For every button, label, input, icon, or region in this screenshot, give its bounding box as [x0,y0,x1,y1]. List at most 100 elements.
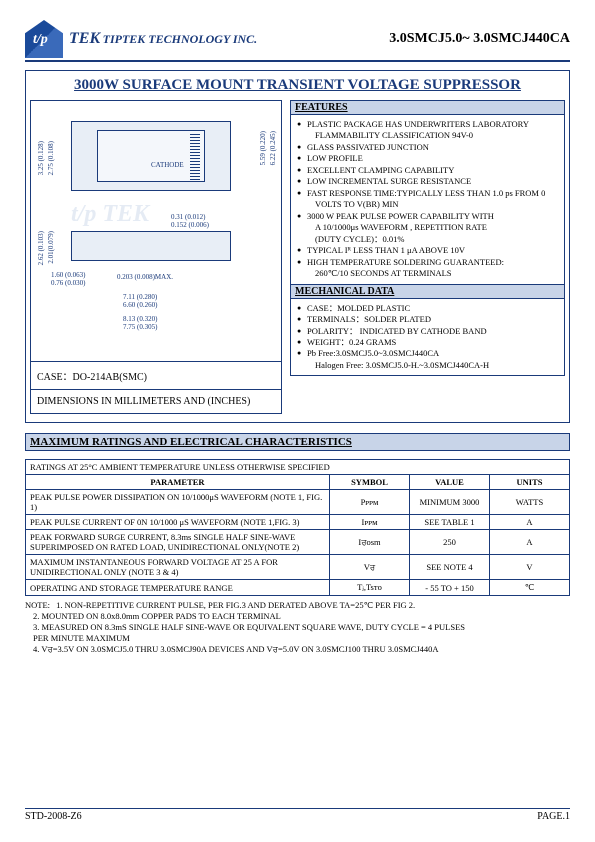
dim-w2b: 7.75 (0.305) [123,323,157,331]
cell-units: A [490,530,570,555]
col-parameter: PARAMETER [26,475,330,490]
cell-value: - 55 TO + 150 [410,580,490,596]
cell-value: SEE NOTE 4 [410,555,490,580]
cell-value: MINIMUM 3000 [410,490,490,515]
ratings-row: PEAK PULSE POWER DISSIPATION ON 10/1000μ… [26,490,570,515]
cell-value: SEE TABLE 1 [410,515,490,530]
mechanical-list: CASE：MOLDED PLASTICTERMINALS：SOLDER PLAT… [290,299,565,377]
feature-item: 3000 W PEAK PULSE POWER CAPABILITY WITH [297,211,558,222]
package-drawing: t/p TEK CATHODE 3.25 (0.128) 2.75 (0.108… [31,101,281,361]
case-label: CASE：DO-214AB(SMC) [31,361,281,389]
page-header: TEK TIPTEK TECHNOLOGY INC. 3.0SMCJ5.0~ 3… [25,20,570,62]
ratings-row: OPERATING AND STORAGE TEMPERATURE RANGET… [26,580,570,596]
features-heading: FEATURES [290,100,565,115]
mechanical-item: TERMINALS：SOLDER PLATED [297,314,558,325]
ratings-row: PEAK PULSE CURRENT OF 0N 10/1000 μS WAVE… [26,515,570,530]
ratings-row: PEAK FORWARD SURGE CURRENT, 8.3ms SINGLE… [26,530,570,555]
feature-item: (DUTY CYCLE)：0.01% [297,234,558,245]
note-line: 3. MEASURED ON 8.3mS SINGLE HALF SINE-WA… [25,622,570,633]
footer-doc-id: STD-2008-Z6 [25,811,82,822]
ratings-table: RATINGS AT 25°C AMBIENT TEMPERATURE UNLE… [25,459,570,596]
dim-s2: 1.60 (0.063) [51,271,85,279]
package-drawing-panel: t/p TEK CATHODE 3.25 (0.128) 2.75 (0.108… [30,100,282,414]
cell-symbol: Vਰ [330,555,410,580]
cell-units: A [490,515,570,530]
brand-tek: TEK [69,30,100,47]
title-container: 3000W SURFACE MOUNT TRANSIENT VOLTAGE SU… [25,70,570,423]
feature-item: TYPICAL Iᴿ LESS THAN 1 μA ABOVE 10V [297,245,558,256]
page-footer: STD-2008-Z6 PAGE.1 [25,808,570,822]
cell-value: 250 [410,530,490,555]
mechanical-item: WEIGHT：0.24 GRAMS [297,337,558,348]
cathode-band-icon [190,132,200,180]
cell-parameter: PEAK FORWARD SURGE CURRENT, 8.3ms SINGLE… [26,530,330,555]
cell-units: WATTS [490,490,570,515]
ratings-heading: MAXIMUM RATINGS AND ELECTRICAL CHARACTER… [25,433,570,451]
package-top-view [71,121,231,191]
feature-item: HIGH TEMPERATURE SOLDERING GUARANTEED: [297,257,558,268]
note-line: PER MINUTE MAXIMUM [25,633,570,644]
cell-symbol: Iᴘᴘᴍ [330,515,410,530]
dim-s2b: 0.76 (0.030) [51,279,85,287]
ratings-row: MAXIMUM INSTANTANEOUS FORWARD VOLTAGE AT… [26,555,570,580]
cell-parameter: PEAK PULSE POWER DISSIPATION ON 10/1000μ… [26,490,330,515]
mechanical-item: Halogen Free: 3.0SMCJ5.0-H.~3.0SMCJ440CA… [297,360,558,371]
cell-units: ℃ [490,580,570,596]
feature-item: EXCELLENT CLAMPING CAPABILITY [297,165,558,176]
part-number-range: 3.0SMCJ5.0~ 3.0SMCJ440CA [389,31,570,47]
dim-h2b: 5.59 (0.220) [259,131,267,165]
page-title: 3000W SURFACE MOUNT TRANSIENT VOLTAGE SU… [26,77,569,94]
dim-w2: 8.13 (0.320) [123,315,157,323]
company-name: TIPTEK TECHNOLOGY INC. [103,32,258,46]
cathode-label: CATHODE [151,161,184,169]
col-units: UNITS [490,475,570,490]
feature-item: VOLTS TO V(BR) MIN [297,199,558,210]
ratings-header-row: PARAMETER SYMBOL VALUE UNITS [26,475,570,490]
mechanical-heading: MECHANICAL DATA [290,284,565,299]
dimensions-label: DIMENSIONS IN MILLIMETERS AND (INCHES) [31,389,281,413]
cell-units: V [490,555,570,580]
dim-lead: 0.203 (0.008)MAX. [117,273,173,281]
cell-parameter: OPERATING AND STORAGE TEMPERATURE RANGE [26,580,330,596]
feature-item: 260℃/10 SECONDS AT TERMINALS [297,268,558,279]
dim-t1: 0.31 (0.012) [171,213,205,221]
dim-s1b: 2.01(0.079) [47,231,55,264]
dim-w1: 7.11 (0.280) [123,293,157,301]
company-logo-icon [25,20,63,58]
feature-item: LOW PROFILE [297,153,558,164]
cell-parameter: MAXIMUM INSTANTANEOUS FORWARD VOLTAGE AT… [26,555,330,580]
cell-parameter: PEAK PULSE CURRENT OF 0N 10/1000 μS WAVE… [26,515,330,530]
watermark-icon: t/p TEK [71,201,149,228]
note-line: 4. Vਰ=3.5V ON 3.0SMCJ5.0 THRU 3.0SMCJ90A… [25,644,570,655]
feature-item: A 10/1000μs WAVEFORM , REPETITION RATE [297,222,558,233]
dim-w1b: 6.60 (0.260) [123,301,157,309]
col-value: VALUE [410,475,490,490]
dim-h2: 6.22 (0.245) [269,131,277,165]
feature-item: LOW INCREMENTAL SURGE RESISTANCE [297,176,558,187]
cell-symbol: Iਰᴏsm [330,530,410,555]
cell-symbol: Pᴘᴘᴍ [330,490,410,515]
cell-symbol: Tⱼ,Tsᴛᴏ [330,580,410,596]
logo-group: TEK TIPTEK TECHNOLOGY INC. [25,20,257,58]
feature-item: GLASS PASSIVATED JUNCTION [297,142,558,153]
company-text: TEK TIPTEK TECHNOLOGY INC. [69,30,257,48]
note-line: 1. NON-REPETITIVE CURRENT PULSE, PER FIG… [52,600,415,610]
footer-page: PAGE.1 [537,811,570,822]
mechanical-item: CASE：MOLDED PLASTIC [297,303,558,314]
dim-t1b: 0.152 (0.006) [171,221,209,229]
dim-h1b: 2.75 (0.108) [47,141,55,175]
package-side-view [71,231,231,261]
dim-s1: 2.62 (0.103) [37,231,45,265]
feature-item: PLASTIC PACKAGE HAS UNDERWRITERS LABORAT… [297,119,558,130]
notes-block: NOTE: 1. NON-REPETITIVE CURRENT PULSE, P… [25,600,570,655]
features-list: PLASTIC PACKAGE HAS UNDERWRITERS LABORAT… [290,115,565,285]
col-symbol: SYMBOL [330,475,410,490]
mechanical-item: Pb Free:3.0SMCJ5.0~3.0SMCJ440CA [297,348,558,359]
feature-item: FAST RESPONSE TIME:TYPICALLY LESS THAN 1… [297,188,558,199]
note-line: 2. MOUNTED ON 8.0x8.0mm COPPER PADS TO E… [25,611,570,622]
ratings-caption: RATINGS AT 25°C AMBIENT TEMPERATURE UNLE… [26,460,570,475]
right-column: FEATURES PLASTIC PACKAGE HAS UNDERWRITER… [290,100,565,414]
dim-h1: 3.25 (0.128) [37,141,45,175]
mechanical-item: POLARITY： INDICATED BY CATHODE BAND [297,326,558,337]
feature-item: FLAMMABILITY CLASSIFICATION 94V-0 [297,130,558,141]
